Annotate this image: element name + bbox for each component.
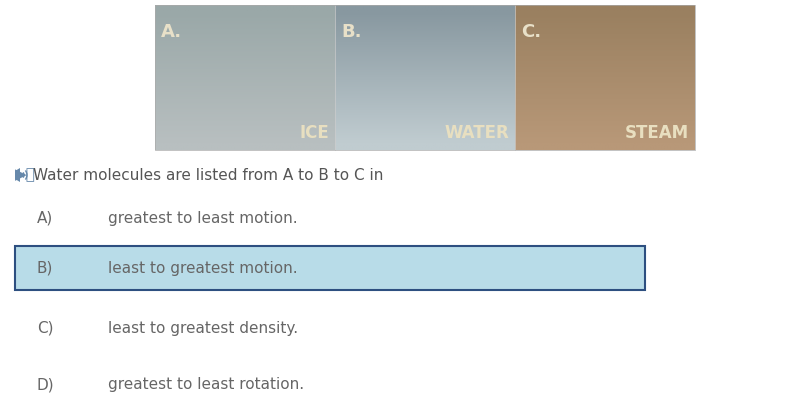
- Text: WATER: WATER: [444, 124, 509, 142]
- Text: A): A): [37, 211, 54, 226]
- Text: least to greatest density.: least to greatest density.: [108, 321, 298, 335]
- Polygon shape: [15, 168, 20, 182]
- Text: ICE: ICE: [299, 124, 329, 142]
- Text: C): C): [37, 321, 54, 335]
- Text: least to greatest motion.: least to greatest motion.: [108, 260, 298, 275]
- Text: B): B): [37, 260, 54, 275]
- Text: B.: B.: [341, 23, 362, 41]
- Bar: [155, 5, 695, 150]
- Text: A.: A.: [161, 23, 182, 41]
- Bar: [15, 246, 645, 290]
- Text: C.: C.: [521, 23, 541, 41]
- Text: greatest to least motion.: greatest to least motion.: [108, 211, 298, 226]
- Text: ▶⦿: ▶⦿: [15, 168, 36, 182]
- Text: D): D): [37, 377, 54, 392]
- Text: STEAM: STEAM: [625, 124, 689, 142]
- Text: greatest to least rotation.: greatest to least rotation.: [108, 377, 304, 392]
- Text: Water molecules are listed from A to B to C in: Water molecules are listed from A to B t…: [33, 168, 383, 182]
